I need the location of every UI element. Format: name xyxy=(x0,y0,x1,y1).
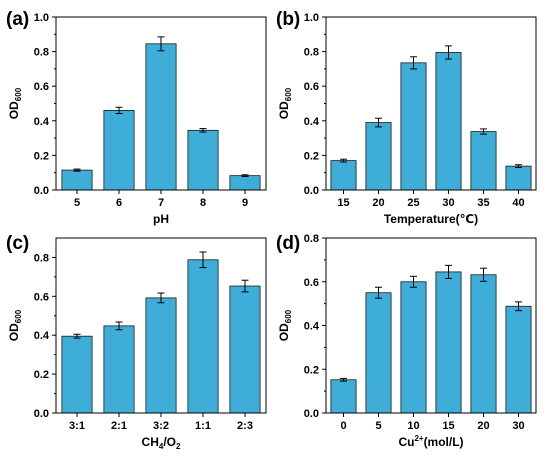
chart-panel-2: (b) 15 20 25 30 35 40 0.0 0.2 0.4 0.6 0.8 1.0 OD600 Te… xyxy=(276,9,537,226)
y-tick-label: 0.0 xyxy=(34,408,49,420)
bar xyxy=(103,325,135,414)
panel-label: (c) xyxy=(6,233,29,254)
bar xyxy=(435,52,462,191)
x-tick-label: 0 xyxy=(340,420,346,432)
y-axis-label: OD600 xyxy=(277,87,293,119)
bar xyxy=(505,165,532,191)
y-tick-label: 0.4 xyxy=(304,321,320,333)
x-tick-label: 20 xyxy=(477,420,489,432)
panel-label: (d) xyxy=(276,233,300,254)
x-tick-label: 3:1 xyxy=(69,420,85,432)
x-tick-label: 15 xyxy=(337,197,349,209)
plot-frame xyxy=(325,16,537,191)
x-tick-label: 35 xyxy=(477,197,489,209)
y-tick-label: 0.6 xyxy=(34,291,49,303)
x-axis-label: Temperature(℃) xyxy=(384,212,478,226)
x-tick-label: 7 xyxy=(158,197,164,209)
x-tick-label: 40 xyxy=(512,197,524,209)
x-tick-label: 3:2 xyxy=(153,420,169,432)
x-tick-label: 30 xyxy=(442,197,454,209)
y-tick-label: 1.0 xyxy=(304,12,319,24)
bar xyxy=(187,129,219,191)
bar xyxy=(365,122,392,191)
bar xyxy=(229,285,261,414)
bar xyxy=(187,259,219,414)
x-tick-label: 25 xyxy=(407,197,419,209)
y-tick-label: 0.0 xyxy=(34,185,49,197)
bar xyxy=(435,271,462,414)
y-tick-label: 0.6 xyxy=(304,277,319,289)
y-tick-label: 0.6 xyxy=(304,81,319,93)
y-axis-label: OD600 xyxy=(7,87,23,119)
x-axis-label: pH xyxy=(153,212,169,226)
y-tick-label: 0.0 xyxy=(304,185,319,197)
y-tick-label: 0.4 xyxy=(304,116,320,128)
bar xyxy=(470,131,497,191)
y-tick-label: 0.6 xyxy=(34,81,49,93)
x-tick-label: 2:1 xyxy=(111,420,127,432)
x-tick-label: 15 xyxy=(442,420,454,432)
panel-label: (b) xyxy=(276,9,300,30)
x-tick-label: 10 xyxy=(407,420,419,432)
bar xyxy=(470,274,497,414)
y-tick-label: 0.0 xyxy=(304,408,319,420)
y-tick-label: 0.2 xyxy=(304,364,319,376)
chart-panel-4: (d) 0 5 10 15 20 30 0.0 0.2 0.4 0.6 0.8 OD600 Cu2+(mo… xyxy=(276,233,537,449)
bar xyxy=(505,305,532,414)
bar xyxy=(103,110,135,191)
y-tick-label: 0.2 xyxy=(34,150,49,162)
x-tick-label: 2:3 xyxy=(237,420,253,432)
x-tick-label: 20 xyxy=(372,197,384,209)
y-tick-label: 0.8 xyxy=(34,252,49,264)
bar xyxy=(330,379,357,414)
panel-label: (a) xyxy=(6,9,29,30)
chart-panel-3: (c) 3:1 2:1 3:2 1:1 2:3 0.0 0.2 0.4 0.6 0.8 OD600 CH… xyxy=(6,233,267,451)
y-axis-label: OD600 xyxy=(7,309,23,341)
y-tick-label: 0.4 xyxy=(34,116,50,128)
y-tick-label: 0.2 xyxy=(34,369,49,381)
y-tick-label: 0.4 xyxy=(34,330,50,342)
y-axis-label: OD600 xyxy=(277,309,293,341)
y-tick-label: 0.8 xyxy=(304,233,319,245)
plot-frame xyxy=(325,237,537,414)
bar xyxy=(61,335,93,414)
x-tick-label: 1:1 xyxy=(195,420,211,432)
bar xyxy=(330,160,357,191)
x-axis-label: CH4/O2 xyxy=(142,435,181,451)
y-tick-label: 0.8 xyxy=(34,47,49,59)
x-tick-label: 8 xyxy=(200,197,206,209)
bar xyxy=(400,62,427,191)
y-tick-label: 1.0 xyxy=(34,12,49,24)
x-tick-label: 6 xyxy=(116,197,122,209)
y-tick-label: 0.2 xyxy=(304,150,319,162)
y-tick-label: 0.8 xyxy=(304,47,319,59)
x-tick-label: 5 xyxy=(74,197,80,209)
x-tick-label: 30 xyxy=(512,420,524,432)
bar xyxy=(145,43,177,191)
bar xyxy=(145,297,177,414)
bar xyxy=(229,175,261,191)
plot-frame xyxy=(55,237,267,414)
bar xyxy=(400,281,427,414)
x-tick-label: 9 xyxy=(242,197,248,209)
x-axis-label: Cu2+(mol/L) xyxy=(398,434,463,449)
bar xyxy=(61,169,93,191)
bar xyxy=(365,292,392,414)
chart-panel-1: (a) 5 6 7 8 9 0.0 0.2 0.4 0.6 0.8 1.0 OD600 pH xyxy=(6,9,267,226)
x-tick-label: 5 xyxy=(375,420,381,432)
